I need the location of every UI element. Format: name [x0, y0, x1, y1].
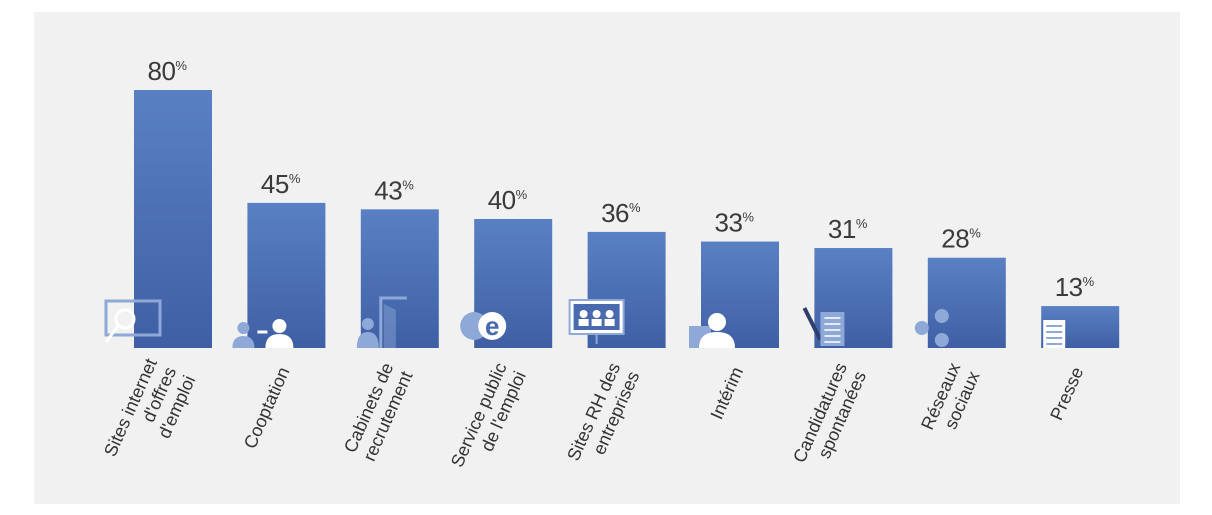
category-label: Intérim — [706, 364, 747, 422]
category-label: Sites internetd'offresd'emploi — [100, 355, 199, 476]
referral-people-icon — [232, 319, 294, 348]
bar — [701, 241, 779, 348]
social-network-icon — [914, 309, 949, 347]
category-label: Service publicde l'emploi — [447, 360, 530, 479]
data-label: 40% — [488, 185, 528, 215]
data-label: 80% — [148, 56, 188, 86]
category-label: Cooptation — [240, 364, 294, 452]
category-label: Cabinets derecrutement — [340, 360, 417, 464]
data-label: 33% — [715, 208, 755, 238]
category-label: Sites RH desentreprises — [563, 360, 643, 473]
office-door-icon — [356, 296, 407, 348]
video-conference-icon — [568, 299, 625, 344]
svg-text:e: e — [485, 311, 499, 341]
bar — [360, 209, 439, 348]
data-label: 28% — [941, 224, 981, 254]
magnifier-screen-icon — [104, 299, 162, 343]
bar — [134, 90, 212, 348]
category-label: Réseauxsociaux — [917, 360, 983, 442]
category-label: Presse — [1046, 364, 1087, 423]
newspaper-icon — [1043, 320, 1066, 348]
data-label: 13% — [1055, 272, 1095, 302]
data-label: 31% — [828, 214, 868, 244]
bar-chart: e 80% 45% 43% 40% 36% 33% 31% 28% 13% Sites inte… — [100, 56, 1120, 479]
data-label: 45% — [261, 169, 301, 199]
category-label: Candidaturesspontanées — [789, 360, 870, 474]
bar — [247, 202, 326, 348]
e-letter-icon: e — [460, 311, 507, 341]
application-letter-icon — [802, 307, 845, 346]
data-label: 43% — [374, 175, 414, 205]
temp-worker-icon — [689, 313, 735, 348]
chart-background: e 80% 45% 43% 40% 36% 33% 31% 28% 13% Sites inte… — [34, 12, 1180, 504]
bar — [927, 257, 1006, 348]
data-label: 36% — [601, 198, 641, 228]
